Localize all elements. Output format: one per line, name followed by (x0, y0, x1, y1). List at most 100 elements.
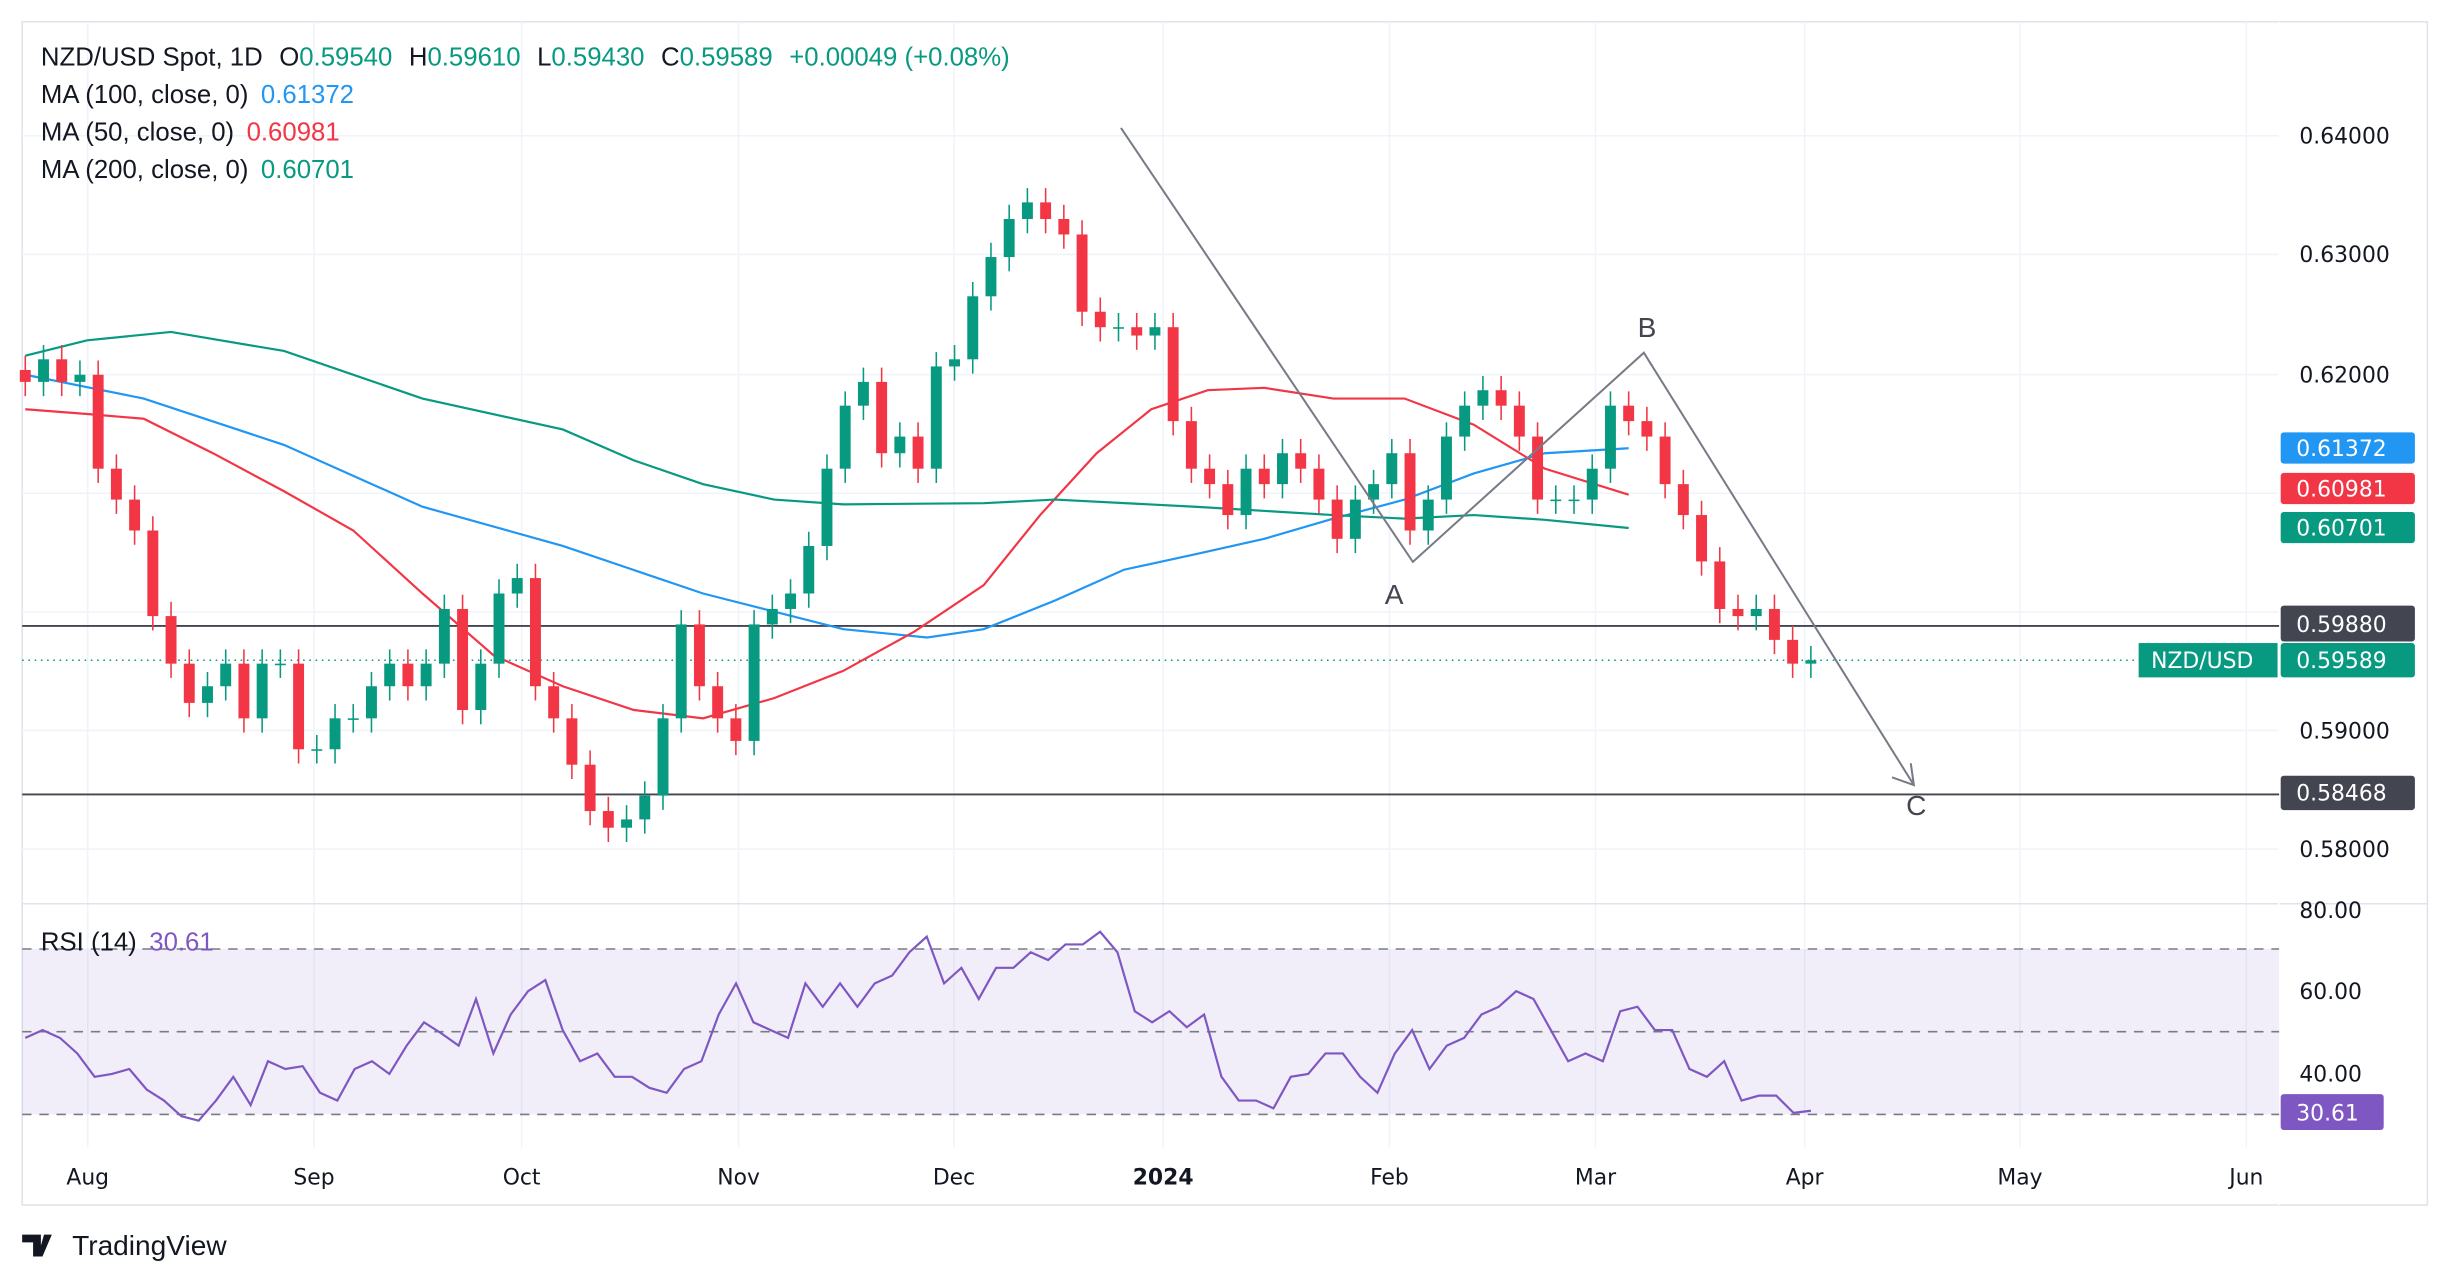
candle (730, 704, 742, 756)
candle (293, 649, 305, 764)
candle (1768, 594, 1780, 655)
candle-body (1513, 405, 1525, 437)
candle-body (1240, 468, 1252, 516)
candle-body (821, 468, 833, 546)
candle-body (1258, 468, 1270, 485)
candle (238, 649, 250, 733)
candle-body (1641, 421, 1653, 437)
candle-body (529, 578, 541, 687)
x-tick: Mar (1575, 1166, 1616, 1191)
candle (92, 360, 104, 483)
resistance-price-tag: 0.59880 (2296, 613, 2386, 638)
candle (766, 594, 778, 639)
price-axis[interactable]: 0.64000 0.63000 0.62000 0.59000 0.58000 … (2138, 125, 2415, 1131)
candle-body (311, 749, 323, 751)
candle (74, 360, 86, 397)
tradingview-logo[interactable]: TradingView (22, 1230, 227, 1261)
candle (639, 781, 651, 834)
candle-body (347, 718, 359, 720)
ma50-line[interactable] (25, 386, 1629, 720)
candle (1349, 485, 1361, 554)
candle (1750, 594, 1762, 631)
candle (1477, 375, 1489, 420)
candle (1604, 391, 1616, 483)
legend-ma50[interactable]: MA (50, close, 0) 0.60981 (41, 118, 340, 146)
candle-body (675, 624, 687, 719)
rsi-line[interactable] (24, 930, 1812, 1122)
candle-body (803, 545, 815, 594)
candle-body (1422, 499, 1434, 531)
x-tick: Nov (717, 1166, 760, 1191)
candle-body (857, 381, 869, 406)
candle-body (1331, 499, 1343, 539)
candle-body (602, 811, 614, 828)
y-tick: 0.62000 (2299, 363, 2389, 388)
candle-body (1040, 202, 1052, 220)
candle-body (1495, 390, 1507, 406)
ma100-line[interactable] (25, 373, 1629, 639)
ma100-price-tag: 0.61372 (2296, 437, 2386, 462)
candle (876, 367, 888, 468)
candle (56, 345, 68, 397)
candle (165, 601, 177, 678)
candle (147, 516, 159, 631)
candle-body (1277, 453, 1288, 485)
candle-body (1131, 327, 1143, 336)
candle-body (748, 624, 760, 741)
candle (1732, 594, 1744, 631)
candle (1113, 312, 1124, 342)
x-tick: Jun (2227, 1166, 2263, 1191)
rsi-band-fill (22, 948, 2280, 1115)
candle-body (74, 374, 86, 382)
candle (1131, 312, 1143, 350)
legend-ma100[interactable]: MA (100, close, 0) 0.61372 (41, 81, 354, 109)
candle (949, 345, 960, 381)
candle (1550, 485, 1562, 514)
candle-body (183, 663, 195, 703)
candle (785, 579, 796, 624)
abc-pattern[interactable] (1120, 127, 1916, 787)
candle (621, 805, 633, 842)
candle (1787, 625, 1799, 678)
candle-body (1149, 327, 1161, 336)
candle (1495, 375, 1507, 420)
rsi-tick: 40.00 (2299, 1063, 2362, 1088)
candle-body (876, 381, 888, 454)
candle-body (202, 686, 213, 703)
candle (967, 282, 979, 374)
y-tick: 0.59000 (2299, 719, 2389, 744)
x-tick: Aug (66, 1166, 109, 1191)
candle-body (56, 359, 68, 382)
candle-body (256, 663, 268, 719)
candle (1677, 469, 1689, 530)
candle-body (384, 663, 396, 687)
candle (220, 649, 232, 701)
candle (1094, 297, 1106, 342)
candle-body (129, 499, 141, 531)
candle (693, 610, 705, 701)
legend-ma200[interactable]: MA (200, close, 0) 0.60701 (41, 156, 354, 184)
candle-body (566, 718, 578, 765)
candle-body (438, 608, 450, 664)
candle (347, 704, 359, 733)
legend-rsi[interactable]: RSI (14) 30.61 (41, 929, 214, 957)
candle (566, 704, 578, 779)
last-price-tag: 0.59589 (2296, 649, 2386, 674)
time-axis[interactable]: Aug Sep Oct Nov Dec 2024 Feb Mar Apr May… (66, 1166, 2263, 1191)
candle-body (1386, 453, 1398, 485)
candle-body (457, 608, 469, 711)
candle-body (329, 718, 341, 750)
candle (1422, 485, 1434, 545)
candle-body (894, 436, 906, 454)
candle (19, 355, 31, 397)
candle-body (1732, 608, 1744, 617)
ma200-line[interactable] (25, 330, 1629, 530)
candle (511, 563, 523, 608)
rsi-tick: 60.00 (2299, 980, 2362, 1005)
candle (1240, 454, 1252, 530)
pattern-label-a: A (1385, 579, 1404, 610)
candle-body (1313, 468, 1325, 500)
candle (1568, 485, 1580, 514)
candle-body (1113, 327, 1124, 329)
